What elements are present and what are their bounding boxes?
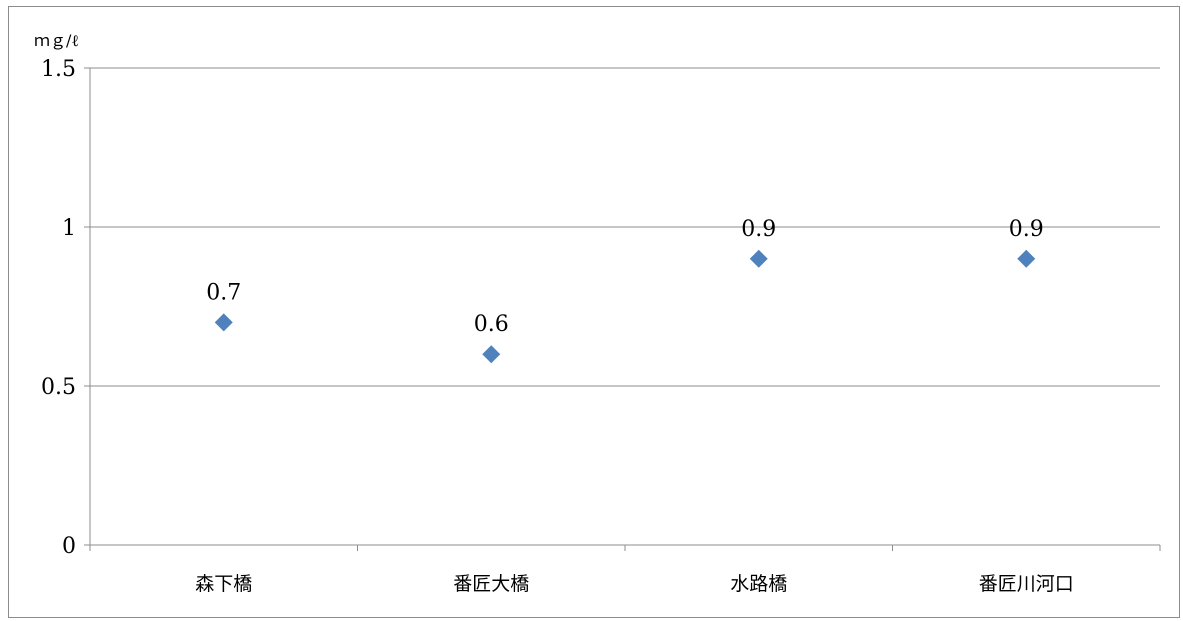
data-points: [214, 249, 1036, 364]
data-point: [1017, 249, 1036, 268]
x-tick-labels: 森下橋 番匠大橋 水路橋 番匠川河口: [195, 573, 1074, 595]
data-label: 0.7: [206, 280, 241, 305]
data-point: [214, 313, 233, 332]
x-tick-label: 水路橋: [730, 573, 787, 595]
data-labels: 0.7 0.6 0.9 0.9: [206, 217, 1044, 337]
y-tick-label: 0.5: [41, 375, 76, 400]
y-tick-label: 0: [62, 534, 76, 559]
y-tick-label: 1.5: [41, 57, 76, 82]
data-label: 0.6: [474, 312, 509, 337]
x-tick-label: 番匠川河口: [979, 573, 1074, 595]
y-unit-label: ｍｇ/ℓ: [34, 31, 79, 50]
chart-frame: [8, 6, 1180, 618]
axes: [84, 68, 1161, 551]
y-tick-label: 1: [62, 216, 76, 241]
data-label: 0.9: [741, 217, 776, 242]
gridlines: [84, 67, 1160, 387]
data-point: [749, 249, 768, 268]
data-label: 0.9: [1009, 217, 1044, 242]
data-point: [482, 345, 501, 364]
y-tick-labels: 0 0.5 1 1.5: [41, 57, 76, 559]
x-tick-label: 森下橋: [195, 573, 252, 595]
x-tick-label: 番匠大橋: [453, 573, 529, 595]
